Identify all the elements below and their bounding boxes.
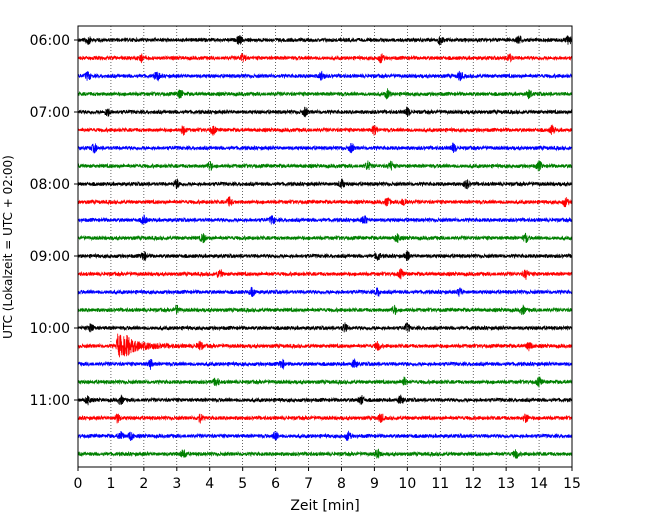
x-tick-label: 7 [304,476,313,492]
y-tick-label: 10:00 [30,321,70,337]
seismogram-trace [77,394,573,406]
x-tick-label: 3 [172,476,181,492]
seismogram-trace [77,124,573,137]
x-tick-label: 4 [205,476,214,492]
x-tick-label: 9 [370,476,379,492]
seismogram-trace [77,376,573,388]
y-tick-label: 07:00 [30,105,70,121]
seismogram-trace [77,196,573,208]
seismogram-trace [77,268,573,280]
x-tick-label: 14 [530,476,548,492]
seismogram-trace [77,333,573,358]
x-tick-label: 10 [398,476,416,492]
x-tick-label: 6 [271,476,280,492]
x-tick-label: 13 [497,476,515,492]
seismogram-trace [77,70,573,82]
x-tick-label: 12 [464,476,482,492]
seismogram-trace [77,304,573,315]
seismogram-trace [77,52,573,64]
y-tick-label: 11:00 [30,393,70,409]
seismogram-trace [77,286,573,298]
x-tick-label: 2 [139,476,148,492]
seismogram-trace [77,160,572,172]
seismogram-trace [77,413,573,424]
seismogram-trace [77,322,572,333]
y-tick-label: 09:00 [30,249,70,265]
x-tick-label: 11 [431,476,449,492]
x-tick-label: 15 [563,476,581,492]
seismogram-trace [77,214,573,225]
x-tick-label: 5 [238,476,247,492]
x-tick-label: 0 [74,476,83,492]
seismogram-trace [77,177,572,190]
x-axis-label: Zeit [min] [290,498,359,514]
seismogram-trace [77,430,573,442]
y-tick-label: 06:00 [30,33,70,49]
x-axis-ticks: 0 1 2 3 4 5 6 7 8 9 10 11 12 13 14 15 [74,467,581,492]
x-tick-label: 1 [106,476,115,492]
y-axis-label: UTC (Lokalzeit = UTC + 02:00) [1,155,15,339]
seismogram-trace [77,250,573,262]
seismogram-traces [77,34,573,459]
x-tick-label: 8 [337,476,346,492]
seismogram-trace [77,106,573,118]
seismogram-trace [77,88,573,100]
plot-frame [77,25,573,468]
seismogram-trace [77,34,573,46]
seismogram-trace [77,448,573,459]
seismogram-trace [77,142,573,154]
seismogram-trace [77,232,573,244]
y-axis-ticks: 06:00 07:00 08:00 09:00 10:00 11:00 [30,33,78,409]
y-tick-label: 08:00 [30,177,70,193]
seismogram-trace [77,358,573,370]
